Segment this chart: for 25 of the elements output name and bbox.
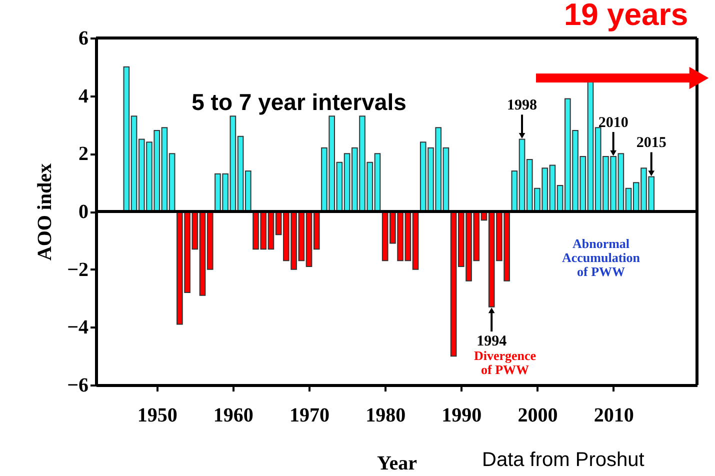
x-tick-label: 2000 (518, 404, 558, 426)
annotation: 2015 (636, 135, 666, 152)
annotation: 5 to 7 year intervals (192, 89, 406, 115)
y-tick-label: 6 (78, 28, 88, 50)
y-axis-title: AOO index (34, 163, 56, 261)
annotation: 1998 (507, 98, 538, 114)
annotation: 1994 (476, 334, 508, 350)
x-tick-label: 1980 (366, 404, 406, 426)
x-tick-label: 1950 (137, 404, 178, 426)
x-tick-label: 1970 (290, 404, 330, 426)
x-axis-title: Year (377, 452, 418, 474)
text: Data from Proshut (482, 449, 645, 471)
annotation: Divergence of PWW (474, 348, 536, 377)
y-tick-label: −6 (67, 374, 88, 396)
x-tick-label: 1960 (213, 404, 254, 426)
annotation: Abnormal Accumulation of PWW (562, 236, 641, 279)
y-tick-label: 0 (78, 201, 88, 223)
annotation: 2010 (598, 114, 628, 131)
y-tick-label: 4 (78, 85, 88, 108)
y-tick-label: −4 (67, 316, 88, 339)
text: 19 years (564, 0, 688, 32)
x-tick-label: 2010 (594, 404, 634, 426)
x-tick-label: 1990 (442, 404, 482, 426)
y-tick-label: 2 (78, 143, 88, 166)
y-tick-label: −2 (67, 258, 88, 281)
